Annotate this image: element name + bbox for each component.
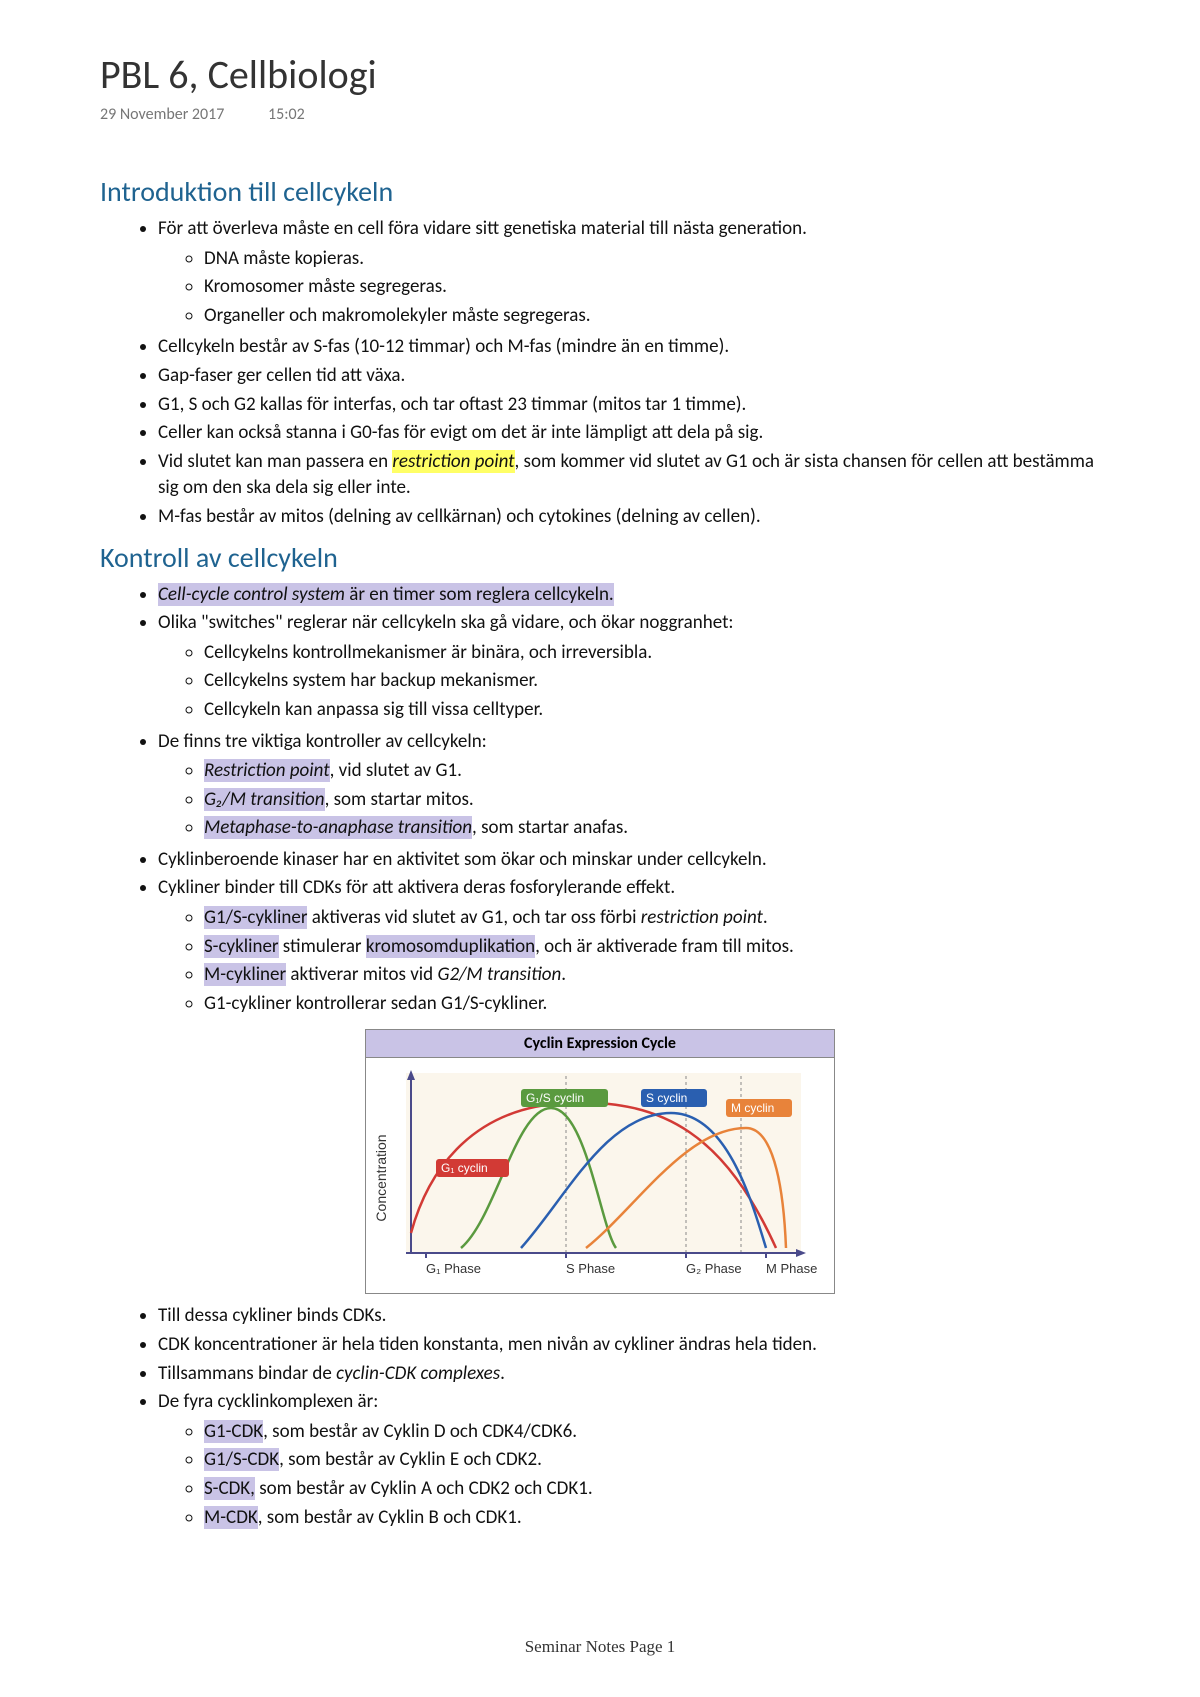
text: Tillsammans bindar de [158,1362,336,1385]
list-item: Tillsammans bindar de cyclin-CDK complex… [158,1360,1100,1389]
sub-list: Restriction point, vid slutet av G1. G₂/… [158,757,1100,843]
list-item: Cellcykeln kan anpassa sig till vissa ce… [204,696,1100,725]
text: stimulerar [279,935,366,958]
list-item: G₂/M transition, som startar mitos. [204,786,1100,815]
text: , som består av Cyklin E och CDK2. [279,1448,542,1471]
highlight-purple: G1-CDK [204,1420,263,1443]
list-item: CDK koncentrationer är hela tiden konsta… [158,1331,1100,1360]
sub-list: G1/S-cykliner aktiveras vid slutet av G1… [158,904,1100,1018]
list-item: M-fas består av mitos (delning av cellkä… [158,503,1100,532]
page-title: PBL 6, Cellbiologi [100,50,1100,99]
highlight-purple: Restriction point [204,759,330,782]
chart-svg: Concentration G₁ Phase S Phase G₂ Phase M Ph… [366,1058,834,1288]
cyclin-chart: Cyclin Expression Cycle Concentration G₁ … [365,1029,835,1294]
list-item: DNA måste kopieras. [204,245,1100,274]
list-item: Olika "switches" reglerar när cellcykeln… [158,609,1100,727]
highlight-purple: G₂/M transition [204,788,325,811]
text: , och är aktiverade fram till mitos. [535,935,794,958]
text: som består av Cyklin A och CDK2 och CDK1… [255,1477,593,1500]
text: , som startar mitos. [325,788,474,811]
text: De finns tre viktiga kontroller av cellc… [158,730,487,753]
svg-text:G₂ Phase: G₂ Phase [686,1261,742,1276]
list-item: Metaphase-to-anaphase transition, som st… [204,814,1100,843]
list-item: G1-cykliner kontrollerar sedan G1/S-cykl… [204,990,1100,1019]
sub-list: Cellcykelns kontrollmekanismer är binära… [158,639,1100,725]
text: , som består av Cyklin B och CDK1. [258,1506,522,1529]
italic-text: restriction point [641,906,763,929]
list-item: Cellcykeln består av S-fas (10-12 timmar… [158,333,1100,362]
highlight-purple: S-CDK, [204,1477,255,1500]
list-item: De finns tre viktiga kontroller av cellc… [158,728,1100,846]
page-container: PBL 6, Cellbiologi 29 November 2017 15:0… [0,0,1200,1535]
sub-list: G1-CDK, som består av Cyklin D och CDK4/… [158,1418,1100,1532]
meta-time: 15:02 [268,105,305,124]
italic-text: G2/M transition [437,963,561,986]
list-item: M-cykliner aktiverar mitos vid G2/M tran… [204,961,1100,990]
list-item: Cyklinberoende kinaser har en aktivitet … [158,846,1100,875]
kontroll-list-2: Till dessa cykliner binds CDKs. CDK konc… [100,1302,1100,1535]
page-meta: 29 November 2017 15:02 [100,105,1100,124]
list-item: Cell-cycle control system är en timer so… [158,581,1100,610]
svg-text:S cyclin: S cyclin [646,1091,687,1105]
list-item: De fyra cycklinkomplexen är: G1-CDK, som… [158,1388,1100,1535]
list-item: Kromosomer måste segregeras. [204,273,1100,302]
list-item: Till dessa cykliner binds CDKs. [158,1302,1100,1331]
svg-text:G₁/S cyclin: G₁/S cyclin [526,1091,584,1105]
svg-text:G₁ Phase: G₁ Phase [426,1261,481,1276]
highlight-purple: är en timer som reglera cellcykeln. [345,583,614,606]
svg-text:G₁ cyclin: G₁ cyclin [441,1161,488,1175]
list-item: S-cykliner stimulerar kromosomduplikatio… [204,933,1100,962]
list-item: Cykliner binder till CDKs för att aktive… [158,874,1100,1021]
page-footer: Seminar Notes Page 1 [0,1637,1200,1657]
highlight-purple: S-cykliner [204,935,279,958]
section-heading-kontroll: Kontroll av cellcykeln [100,540,1100,575]
list-item: G1, S och G2 kallas för interfas, och ta… [158,391,1100,420]
text: , som består av Cyklin D och CDK4/CDK6. [263,1420,577,1443]
italic-text: cyclin-CDK complexes [336,1362,500,1385]
intro-list: För att överleva måste en cell föra vida… [100,215,1100,532]
list-item: G1/S-cykliner aktiveras vid slutet av G1… [204,904,1100,933]
text: De fyra cycklinkomplexen är: [158,1390,378,1413]
text: aktiveras vid slutet av G1, och tar oss … [307,906,640,929]
list-item: M-CDK, som består av Cyklin B och CDK1. [204,1504,1100,1533]
list-item: Cellcykelns system har backup mekanismer… [204,667,1100,696]
list-item: G1-CDK, som består av Cyklin D och CDK4/… [204,1418,1100,1447]
highlight-purple: Metaphase-to-anaphase transition [204,816,472,839]
text: För att överleva måste en cell föra vida… [158,217,807,240]
chart-title: Cyclin Expression Cycle [366,1030,834,1058]
text: . [500,1362,505,1385]
text: aktiverar mitos vid [286,963,437,986]
section-heading-intro: Introduktion till cellcykeln [100,174,1100,209]
text: Olika "switches" reglerar när cellcykeln… [158,611,734,634]
list-item: G1/S-CDK, som består av Cyklin E och CDK… [204,1446,1100,1475]
list-item: För att överleva måste en cell föra vida… [158,215,1100,333]
highlight-purple: M-cykliner [204,963,286,986]
list-item: Restriction point, vid slutet av G1. [204,757,1100,786]
sub-list: DNA måste kopieras. Kromosomer måste seg… [158,245,1100,331]
meta-date: 29 November 2017 [100,105,224,124]
text: . [561,963,566,986]
highlight-purple: Cell-cycle control system [158,583,345,606]
highlight-purple: G1/S-cykliner [204,906,307,929]
list-item: S-CDK, som består av Cyklin A och CDK2 o… [204,1475,1100,1504]
text: Vid slutet kan man passera en [158,450,392,473]
svg-text:S Phase: S Phase [566,1261,615,1276]
list-item: Organeller och makromolekyler måste segr… [204,302,1100,331]
text: Cykliner binder till CDKs för att aktive… [158,876,675,899]
list-item: Celler kan också stanna i G0-fas för evi… [158,419,1100,448]
text: . [763,906,768,929]
highlight-purple: kromosomduplikation [366,935,535,958]
list-item: Cellcykelns kontrollmekanismer är binära… [204,639,1100,668]
svg-text:M cyclin: M cyclin [731,1101,774,1115]
highlight-yellow: restriction point [392,450,514,473]
highlight-purple: M-CDK [204,1506,258,1529]
list-item: Vid slutet kan man passera en restrictio… [158,448,1100,503]
svg-text:Concentration: Concentration [373,1135,389,1222]
list-item: Gap-faser ger cellen tid att växa. [158,362,1100,391]
svg-text:M Phase: M Phase [766,1261,817,1276]
text: , som startar anafas. [472,816,628,839]
highlight-purple: G1/S-CDK [204,1448,279,1471]
text: , vid slutet av G1. [330,759,462,782]
kontroll-list: Cell-cycle control system är en timer so… [100,581,1100,1022]
